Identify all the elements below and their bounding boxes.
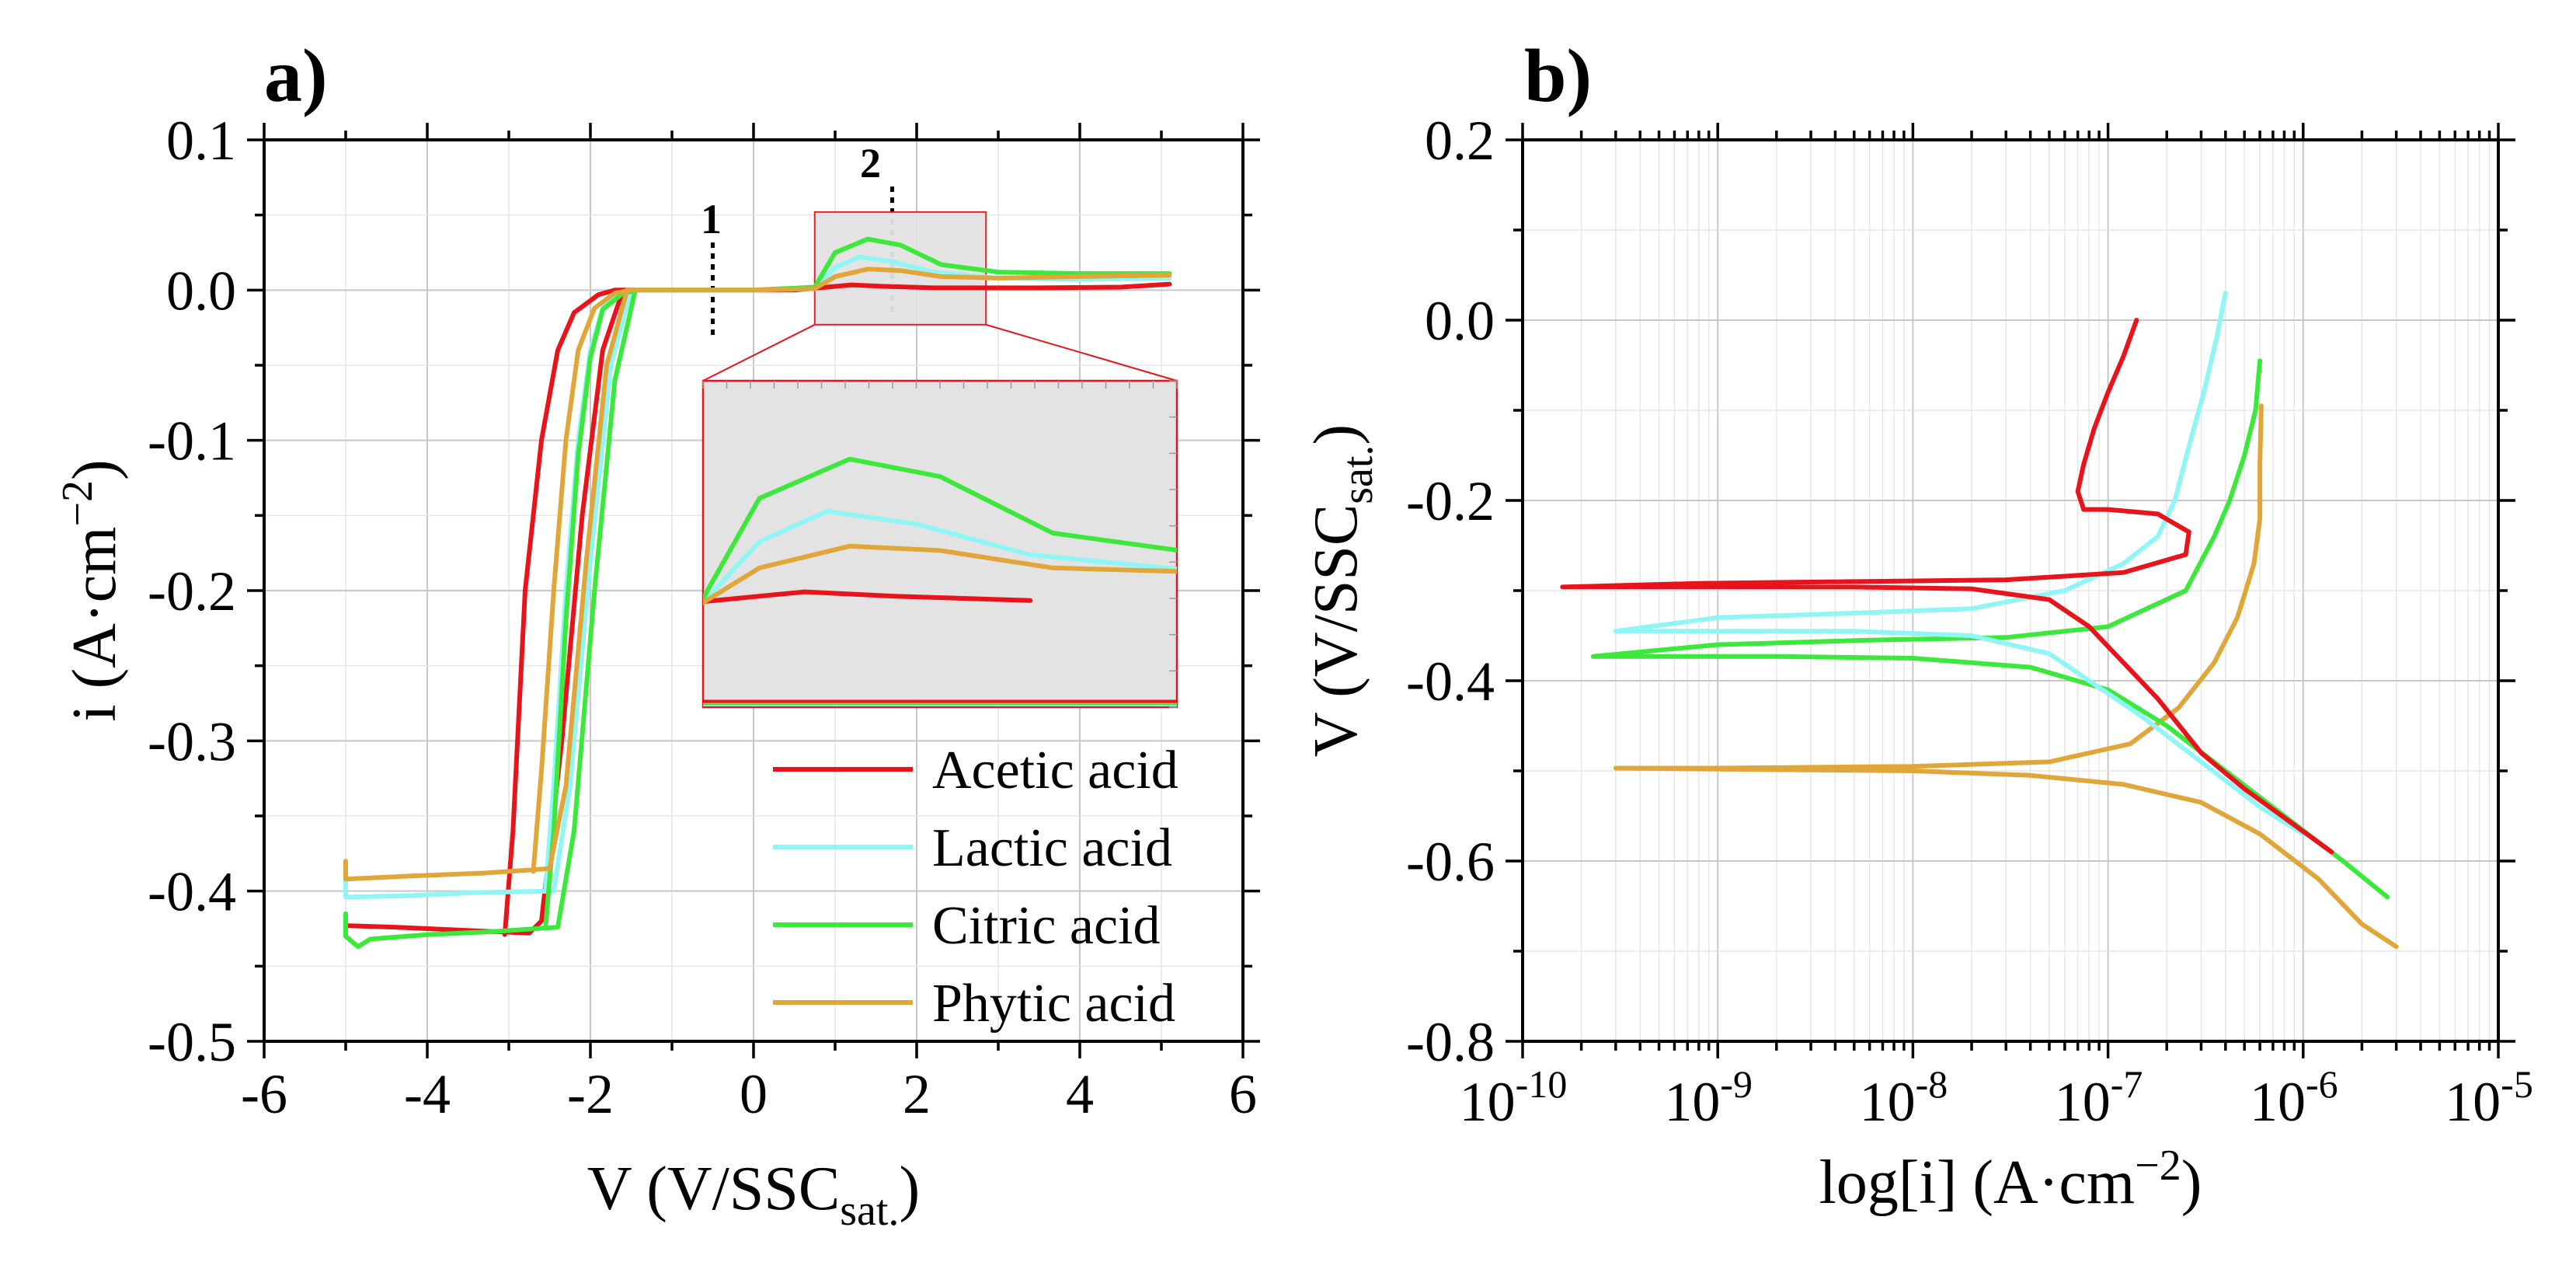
- panel-a-inset: [701, 323, 1178, 709]
- x-tick-label: -2: [567, 1063, 614, 1125]
- series-line-phytic: [531, 267, 1172, 874]
- panel-b-y-axis-title: V (V/SSCsat.): [1302, 424, 1382, 757]
- x-tick-label: 10-9: [1664, 1062, 1753, 1133]
- series-line-lactic-reverse: [343, 288, 634, 900]
- y-tick-label: 0.2: [1425, 110, 1495, 172]
- x-tick-label: 10-5: [2445, 1062, 2533, 1133]
- x-tick-base: 10: [1664, 1071, 1720, 1133]
- x-tick-label: 10-6: [2250, 1062, 2338, 1133]
- y-tick-label: 0.0: [1425, 290, 1495, 352]
- series-line-phytic-reverse: [343, 288, 630, 882]
- y-tick-label: -0.3: [148, 710, 236, 772]
- x-tick-label: -6: [241, 1063, 287, 1125]
- x-tick-exponent: -10: [1516, 1062, 1568, 1106]
- x-tick-exponent: -5: [2501, 1062, 2533, 1106]
- legend-label-lactic: Lactic acid: [932, 818, 1172, 878]
- series-line-phytic: [1613, 403, 2399, 950]
- legend-label-phytic: Phytic acid: [932, 974, 1175, 1034]
- y-tick-label: -0.4: [1406, 650, 1495, 713]
- x-tick-label: 6: [1229, 1063, 1257, 1125]
- panel-b: b) 10-10 10-9 10-8 10-7 10-6 10-50.20.0-0.2-0…: [1302, 34, 2533, 1217]
- y-tick-label: -0.4: [148, 861, 236, 923]
- x-tick-base: 10: [1860, 1071, 1916, 1133]
- y-tick-label: -0.1: [148, 410, 236, 472]
- panel-a-series: [343, 236, 1172, 950]
- x-tick-exponent: -9: [1720, 1062, 1753, 1106]
- y-tick-label: 0.0: [166, 260, 236, 322]
- panel-a-frame: [263, 138, 1244, 1043]
- x-tick-label: 0: [740, 1063, 768, 1125]
- legend-label-citric: Citric acid: [932, 896, 1161, 956]
- series-line-lactic: [1613, 291, 2306, 837]
- y-tick-label: -0.5: [148, 1011, 236, 1073]
- panel-b-series: [1560, 291, 2399, 950]
- inset-frame: [701, 379, 1178, 709]
- panel-b-label: b): [1524, 34, 1592, 118]
- inset-series-line-citric: [703, 456, 1177, 601]
- panel-b-tick-labels: 10-10 10-9 10-8 10-7 10-6 10-50.20.0-0.2-0.4-…: [1406, 110, 2533, 1133]
- x-tick-base: 10: [1460, 1071, 1516, 1133]
- panel-a-ticks: [247, 123, 1260, 1058]
- inset-series-line-lactic: [703, 509, 1177, 605]
- legend: Acetic acid Lactic acid Citric acid Phytic …: [773, 741, 1178, 1034]
- legend-label-acetic: Acetic acid: [932, 741, 1178, 800]
- panel-a-y-axis-title: i (A·cm−2): [54, 459, 129, 721]
- marker-label-1: 1: [701, 196, 722, 242]
- x-tick-base: 10: [2445, 1071, 2501, 1133]
- y-tick-label: -0.2: [148, 560, 236, 622]
- x-tick-exponent: -7: [2111, 1062, 2143, 1106]
- panel-a-tick-labels: -6 -4 -2 0 2 4 6 0.1 0.0 -0.1 -0.2 -0.3 -0.4 -0.5: [148, 110, 1257, 1125]
- y-tick-label: -0.2: [1406, 470, 1495, 532]
- series-line-acetic: [1560, 318, 2334, 855]
- y-tick-label: 0.1: [166, 110, 236, 172]
- panel-a-label: a): [264, 34, 328, 118]
- x-tick-label: -4: [404, 1063, 451, 1125]
- x-tick-label: 2: [903, 1063, 931, 1125]
- x-tick-label: 10-10: [1460, 1062, 1568, 1133]
- panel-b-x-axis-title: log[i] (A·cm−2): [1819, 1142, 2202, 1217]
- zoom-connector: [985, 323, 1178, 382]
- marker-label-2: 2: [860, 140, 881, 187]
- x-tick-label: 4: [1066, 1063, 1094, 1125]
- x-tick-label: 10-8: [1860, 1062, 1948, 1133]
- inset-series: [703, 456, 1177, 706]
- panel-b-frame: [1521, 138, 2500, 1043]
- x-tick-exponent: -6: [2306, 1062, 2338, 1106]
- panel-b-grid: [1522, 139, 2498, 1042]
- panel-a: a) -6 -4 -2 0 2 4 60.10.0-0.1-0.2-0.3-0.4-0.5 …: [54, 34, 1260, 1235]
- x-tick-base: 10: [2055, 1071, 2111, 1133]
- zoom-connector: [702, 323, 816, 382]
- y-tick-label: -0.8: [1406, 1011, 1495, 1073]
- series-line-citric-reverse: [343, 288, 638, 950]
- panel-a-x-axis-title: V (V/SSCsat.): [587, 1155, 920, 1235]
- x-tick-base: 10: [2250, 1071, 2306, 1133]
- x-tick-label: 10-7: [2055, 1062, 2143, 1133]
- y-tick-label: -0.6: [1406, 831, 1495, 893]
- x-tick-exponent: -8: [1916, 1062, 1948, 1106]
- panel-a-markers: 12: [701, 140, 894, 338]
- inset-series-line-phytic: [703, 543, 1177, 605]
